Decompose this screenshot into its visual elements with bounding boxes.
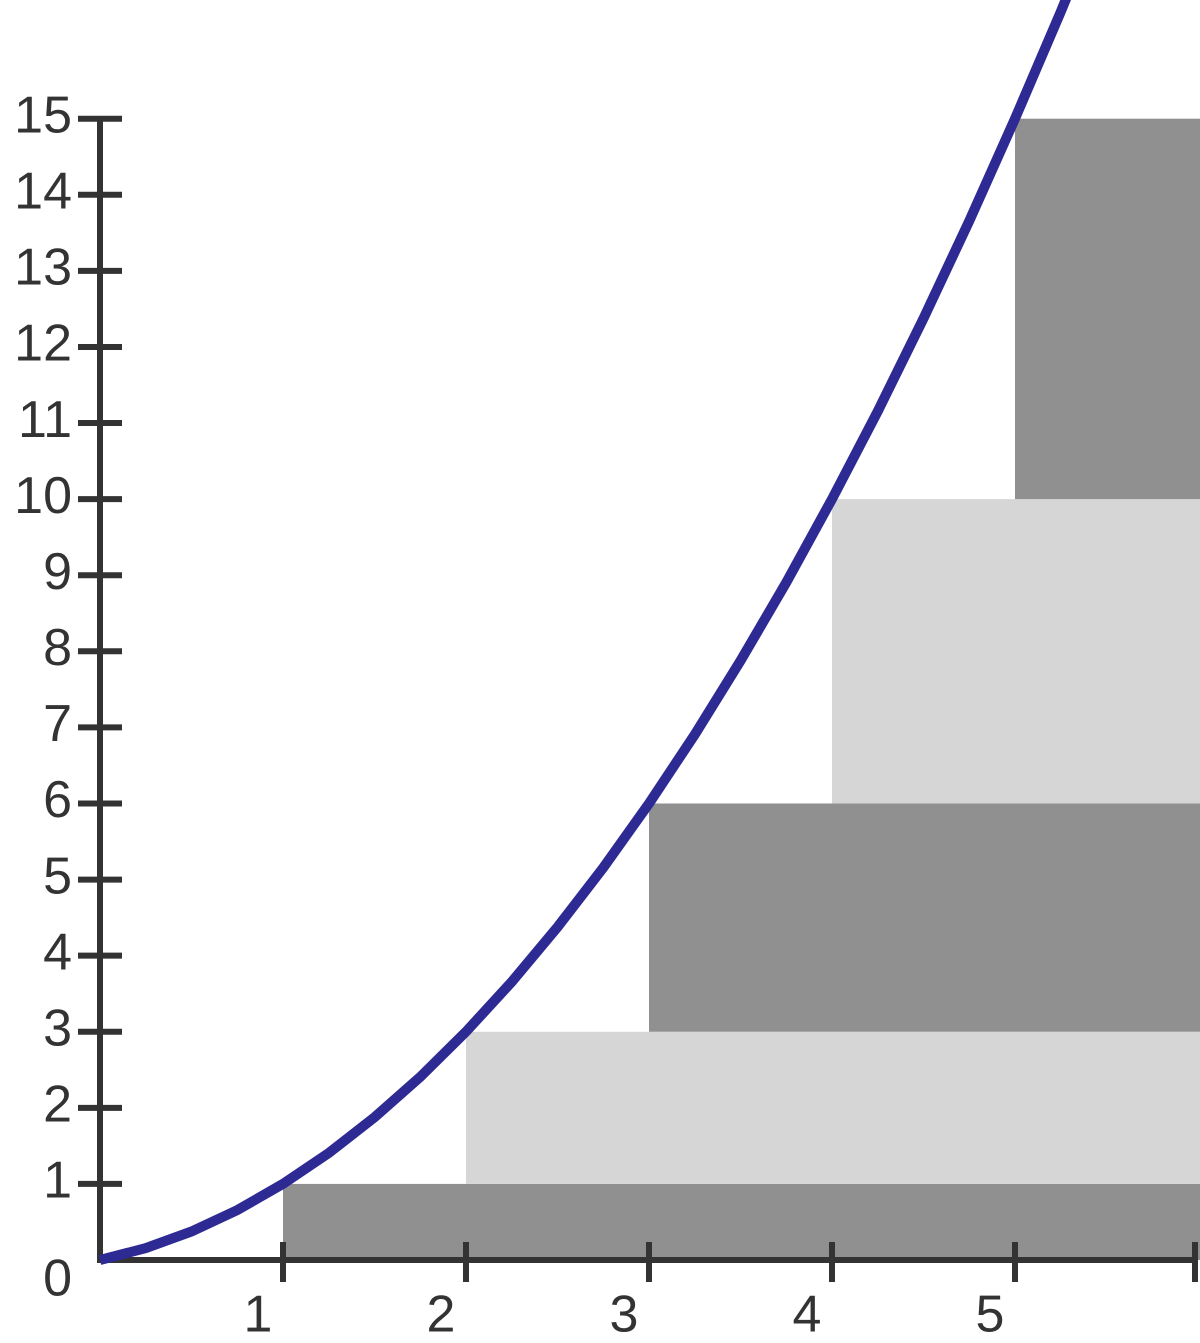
y-tick-label: 11 [18,391,72,449]
x-tick-label: 4 [793,1286,822,1343]
y-tick-label: 6 [43,771,72,829]
y-tick-label: 13 [14,239,72,297]
curve [98,0,1071,1265]
y-tick-label: 0 [43,1250,72,1308]
x-tick-label: 2 [427,1286,456,1343]
step-bar [1015,118,1200,500]
step-bar [466,1031,1200,1184]
y-tick-label: 14 [14,163,72,221]
y-tick-label: 3 [43,999,72,1057]
y-tick-label: 9 [43,543,72,601]
y-tick-label: 1 [43,1152,72,1210]
x-tick-label: 3 [610,1286,639,1343]
x-tick-label: 1 [244,1286,273,1343]
y-tick-label: 15 [14,86,72,144]
step-bar [832,499,1200,804]
y-tick-label: 7 [43,695,72,753]
step-bar [649,803,1200,1032]
y-tick-label: 4 [43,923,72,981]
step-bar [283,1183,1200,1260]
y-tick-label: 12 [14,315,72,373]
x-tick-label: 5 [976,1286,1005,1343]
y-tick-label: 8 [43,619,72,677]
y-tick-label: 10 [14,467,72,525]
y-tick-label: 5 [43,847,72,905]
y-tick-label: 2 [43,1076,72,1134]
